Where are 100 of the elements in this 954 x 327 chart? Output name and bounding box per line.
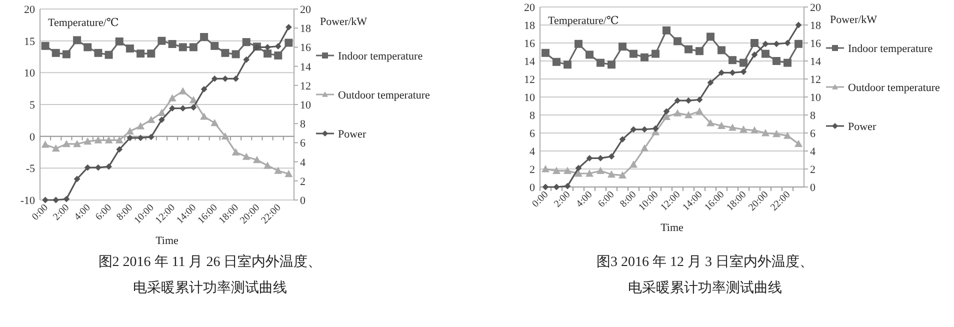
y-tick-label: -10 bbox=[20, 195, 36, 207]
y2-tick-label: 2 bbox=[810, 164, 816, 176]
point bbox=[94, 136, 102, 144]
point bbox=[773, 40, 780, 48]
x-tick-label: 2:00 bbox=[51, 202, 72, 223]
point bbox=[62, 140, 70, 148]
point bbox=[762, 129, 770, 136]
point bbox=[652, 50, 660, 58]
point bbox=[696, 47, 704, 56]
x-tick-label: 6:00 bbox=[94, 202, 114, 223]
point bbox=[178, 43, 187, 52]
point bbox=[728, 56, 736, 64]
y-tick-label: 16 bbox=[524, 38, 536, 50]
point bbox=[147, 116, 156, 123]
point bbox=[126, 134, 134, 142]
y2-tick-label: 12 bbox=[810, 74, 821, 86]
point bbox=[243, 56, 250, 63]
point bbox=[772, 130, 780, 138]
point bbox=[252, 156, 261, 164]
point bbox=[685, 97, 692, 104]
x-tick-label: 4:00 bbox=[574, 189, 595, 210]
point bbox=[696, 107, 704, 115]
y2-tick-label: 20 bbox=[300, 4, 312, 16]
y2-tick-label: 2 bbox=[300, 176, 306, 188]
y-axis-title: Temperature/℃ bbox=[548, 15, 619, 27]
y2-tick-label: 12 bbox=[300, 80, 311, 92]
point bbox=[221, 132, 230, 140]
text: 图2 2016 年 11 月 26 日室内外温度、电采暖累计功率测试曲线 bbox=[97, 253, 323, 298]
point bbox=[663, 108, 670, 115]
point bbox=[274, 51, 282, 60]
point bbox=[575, 164, 582, 172]
point bbox=[52, 196, 60, 204]
y2-tick-label: 0 bbox=[300, 195, 306, 207]
point bbox=[136, 50, 145, 58]
point bbox=[147, 50, 156, 58]
point bbox=[180, 105, 186, 112]
point bbox=[137, 134, 144, 142]
point bbox=[674, 37, 682, 46]
point bbox=[158, 36, 166, 45]
point bbox=[211, 76, 218, 82]
point bbox=[63, 196, 70, 202]
point bbox=[284, 38, 293, 47]
point bbox=[640, 53, 648, 62]
point bbox=[264, 162, 272, 169]
point bbox=[52, 48, 60, 57]
point bbox=[652, 125, 659, 132]
y2-tick-label: 18 bbox=[300, 23, 312, 36]
y-tick-label: 10 bbox=[24, 68, 36, 80]
point bbox=[264, 44, 271, 50]
point bbox=[618, 42, 626, 51]
point bbox=[210, 118, 219, 126]
point bbox=[740, 58, 748, 67]
point bbox=[564, 60, 572, 69]
point bbox=[41, 140, 50, 148]
point bbox=[674, 109, 682, 116]
y-axis-title: Temperature/℃ bbox=[48, 17, 119, 29]
y2-tick-label: 4 bbox=[300, 156, 306, 169]
y2-tick-label: 14 bbox=[300, 61, 312, 74]
point bbox=[189, 43, 198, 52]
point bbox=[574, 170, 582, 177]
y-tick-label: 2 bbox=[530, 164, 535, 176]
y-tick-label: 10 bbox=[524, 92, 536, 104]
point bbox=[608, 170, 616, 178]
point bbox=[640, 144, 648, 152]
y-tick-label: 20 bbox=[24, 4, 36, 16]
point bbox=[728, 124, 736, 131]
point bbox=[586, 155, 593, 162]
point bbox=[136, 122, 145, 130]
point bbox=[178, 87, 187, 94]
y2-tick-label: 6 bbox=[810, 128, 816, 140]
y-tick-label: 4 bbox=[530, 146, 536, 158]
point bbox=[564, 166, 572, 174]
point bbox=[222, 76, 228, 82]
legend-label: Outdoor temperature bbox=[338, 90, 430, 102]
point bbox=[542, 184, 549, 190]
point bbox=[200, 33, 208, 42]
point bbox=[552, 166, 560, 174]
x-tick-label: 8:00 bbox=[114, 202, 136, 223]
point bbox=[762, 50, 770, 58]
point bbox=[608, 153, 615, 160]
point bbox=[274, 43, 282, 50]
point bbox=[574, 40, 582, 48]
point bbox=[762, 40, 769, 48]
point bbox=[784, 132, 792, 139]
point bbox=[795, 22, 802, 28]
point bbox=[586, 50, 594, 59]
legend-label: Indoor temperature bbox=[848, 43, 933, 55]
y-tick-label: 15 bbox=[24, 36, 36, 48]
point bbox=[190, 104, 197, 111]
point bbox=[794, 140, 802, 147]
y2-tick-label: 6 bbox=[300, 138, 306, 150]
point bbox=[542, 48, 550, 57]
point bbox=[718, 122, 726, 129]
y2-tick-label: 18 bbox=[810, 20, 822, 32]
y2-tick-label: 8 bbox=[300, 118, 306, 131]
point bbox=[115, 136, 124, 144]
point bbox=[586, 170, 594, 177]
point bbox=[286, 24, 292, 30]
point bbox=[751, 52, 758, 58]
point bbox=[221, 48, 230, 57]
